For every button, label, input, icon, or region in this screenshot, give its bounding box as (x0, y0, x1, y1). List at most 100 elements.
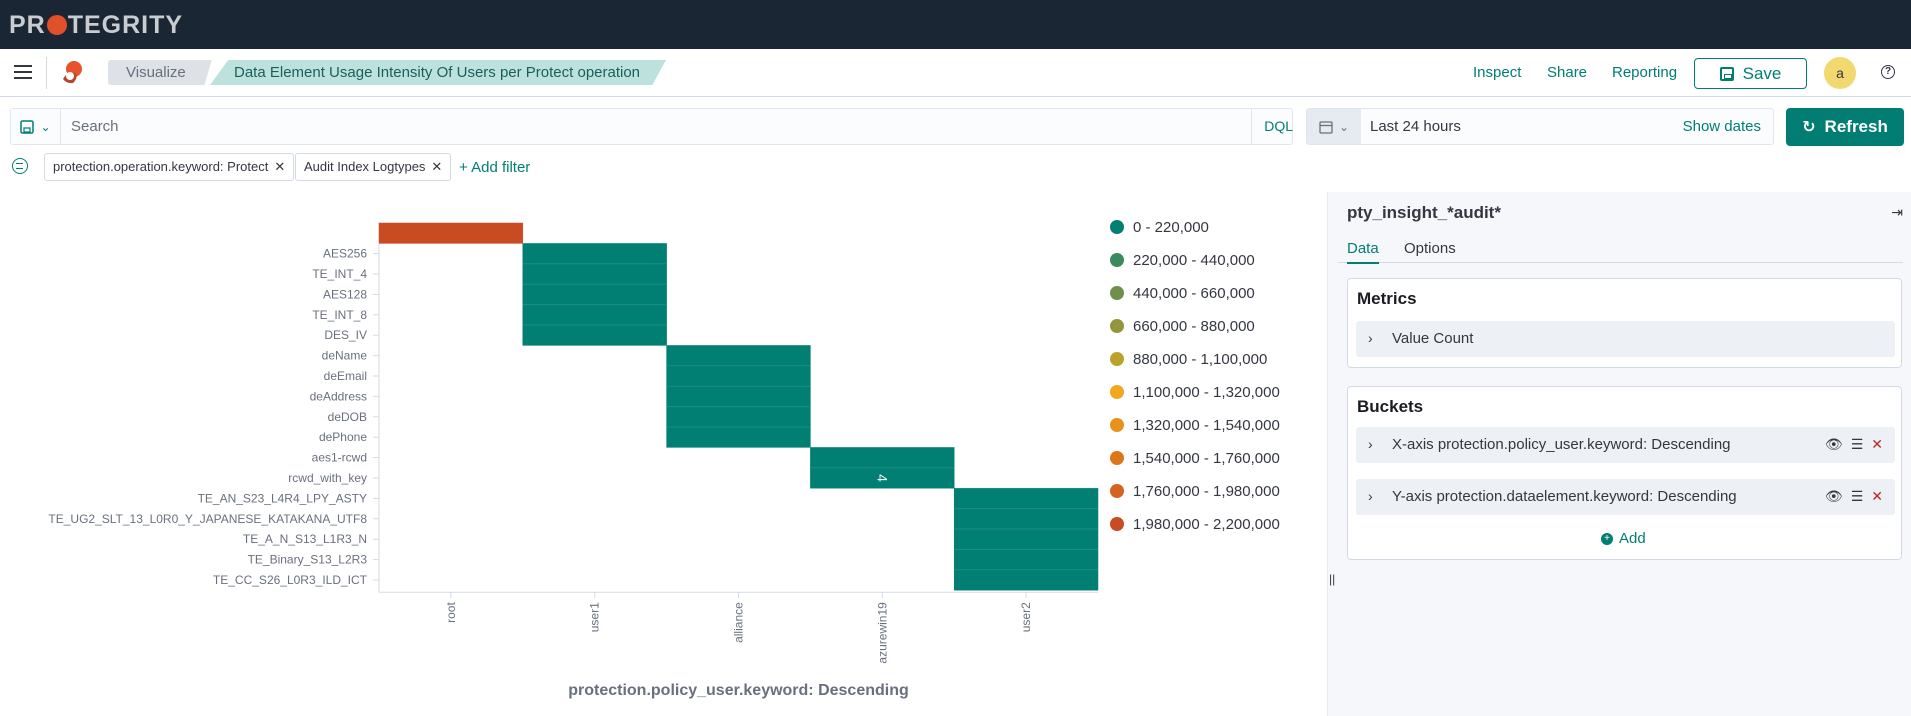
brand-logo[interactable]: PR TEGRITY (9, 11, 183, 40)
avatar[interactable]: a (1824, 57, 1856, 89)
remove-icon[interactable]: ✕ (1871, 488, 1883, 504)
heatmap-cell (953, 549, 1099, 571)
cell-data-label: 4 (874, 474, 890, 482)
x-tick-label: root (444, 602, 458, 623)
heatmap-chart: AES256 TE_INT_4 AES128 TE_INT_8 DES_IV deName… (48, 219, 1280, 699)
quick-menu-button[interactable]: ⌄ (1307, 109, 1361, 144)
query-language-button[interactable]: DQL (1251, 109, 1293, 144)
refresh-label: Refresh (1824, 117, 1888, 136)
eye-icon[interactable]: 👁 (1824, 436, 1843, 452)
search-input[interactable] (71, 116, 971, 136)
breadcrumb-visualize[interactable]: Visualize (108, 60, 212, 85)
tab-data[interactable]: Data (1347, 240, 1379, 264)
legend-swatch (1110, 352, 1124, 366)
metric-row[interactable]: › Value Count (1356, 321, 1895, 357)
y-tick-label: dePhone (319, 430, 367, 444)
reporting-link[interactable]: Reporting (1612, 64, 1678, 81)
eye-icon[interactable]: 👁 (1824, 488, 1843, 504)
legend-swatch (1110, 451, 1124, 465)
save-label: Save (1742, 63, 1782, 83)
legend-label: 220,000 - 440,000 (1133, 252, 1255, 269)
legend-swatch (1110, 517, 1124, 531)
chevron-right-icon[interactable]: › (1368, 436, 1373, 452)
bucket-actions: 👁 ☰ ✕ (1825, 488, 1883, 505)
app-navbar: Visualize Data Element Usage Intensity O… (0, 49, 1911, 97)
y-tick-label: TE_UG2_SLT_13_L0R0_Y_JAPANESE_KATAKANA_U… (48, 512, 367, 526)
legend-swatch (1110, 385, 1124, 399)
filter-bar: protection.operation.keyword: Protect ✕ A… (0, 150, 1911, 188)
y-tick-label: TE_A_N_S13_L1R3_N (243, 532, 367, 546)
tab-options[interactable]: Options (1404, 240, 1456, 257)
inspect-link[interactable]: Inspect (1473, 64, 1522, 81)
resize-handle[interactable]: || (1329, 572, 1336, 586)
heatmap-cell (666, 385, 811, 407)
saved-query-button[interactable]: ⌄ (11, 109, 61, 144)
close-icon[interactable]: ✕ (431, 159, 443, 174)
logo-text-start: PR (9, 11, 46, 39)
heatmap-cell (953, 569, 1099, 591)
remove-icon[interactable]: ✕ (1871, 436, 1883, 452)
close-icon[interactable]: ✕ (274, 159, 286, 174)
x-tick-label: alliance (732, 602, 746, 643)
add-bucket-button[interactable]: + Add (1601, 530, 1646, 547)
metric-label: Value Count (1392, 330, 1474, 347)
heatmap-cell (953, 487, 1099, 509)
index-pattern-title: pty_insight_*audit* (1347, 203, 1501, 222)
help-icon[interactable]: ? (1881, 65, 1895, 79)
sidebar-tabs: Data Options (1338, 240, 1903, 264)
x-tick-label: user1 (588, 602, 602, 632)
heatmap-cell (522, 304, 667, 326)
legend-swatch (1110, 418, 1124, 432)
menu-icon[interactable] (14, 65, 32, 79)
divider (46, 57, 47, 89)
y-tick-label: aes1-rcwd (312, 451, 367, 465)
legend-label: 1,980,000 - 2,200,000 (1133, 516, 1280, 533)
time-range[interactable]: Last 24 hours (1370, 118, 1461, 135)
chevron-down-icon: ⌄ (1338, 119, 1350, 134)
filter-menu-icon[interactable] (12, 158, 28, 174)
calendar-icon (1319, 120, 1333, 134)
bucket-row-y-axis[interactable]: › Y-axis protection.dataelement.keyword:… (1356, 479, 1895, 515)
save-icon (1719, 66, 1734, 81)
y-tick-label: rcwd_with_key (288, 471, 367, 485)
logo-o-icon (46, 15, 67, 35)
bucket-row-x-axis[interactable]: › X-axis protection.policy_user.keyword:… (1356, 427, 1895, 463)
refresh-button[interactable]: ↻ Refresh (1786, 108, 1904, 146)
x-tick-label: user2 (1019, 602, 1033, 632)
plus-icon: + (1601, 532, 1613, 545)
filter-pill-label: Audit Index Logtypes (304, 159, 426, 174)
heatmap-cell (666, 426, 811, 448)
y-tick-label: AES256 (323, 247, 367, 261)
drag-handle-icon[interactable]: ☰ (1850, 488, 1864, 504)
heatmap-cell (953, 528, 1099, 550)
heatmap-cell (522, 324, 667, 346)
save-button[interactable]: Save (1694, 58, 1807, 89)
legend-swatch (1110, 220, 1124, 234)
refresh-icon: ↻ (1802, 119, 1816, 136)
app-logo-icon[interactable] (59, 59, 85, 85)
chevron-right-icon[interactable]: › (1368, 488, 1373, 504)
drag-handle-icon[interactable]: ☰ (1850, 436, 1864, 452)
legend-label: 880,000 - 1,100,000 (1133, 351, 1267, 368)
show-dates-link[interactable]: Show dates (1682, 118, 1761, 135)
filter-pill[interactable]: Audit Index Logtypes ✕ (295, 153, 452, 181)
logo-text-end: TEGRITY (67, 11, 184, 39)
legend-swatch (1110, 253, 1124, 267)
heatmap-cell (810, 447, 955, 469)
breadcrumb-current: Data Element Usage Intensity Of Users pe… (210, 60, 667, 85)
collapse-sidebar-icon[interactable]: ⇥ (1891, 204, 1903, 220)
legend-label: 1,760,000 - 1,980,000 (1133, 483, 1280, 500)
chevron-right-icon[interactable]: › (1368, 330, 1373, 346)
chevron-down-icon: ⌄ (40, 119, 51, 134)
add-label: Add (1619, 530, 1646, 547)
share-link[interactable]: Share (1547, 64, 1588, 81)
legend-swatch (1110, 319, 1124, 333)
add-filter-link[interactable]: + Add filter (459, 159, 531, 176)
search-box: ⌄ DQL (10, 108, 1293, 145)
heatmap-cell (522, 283, 667, 305)
filter-pill[interactable]: protection.operation.keyword: Protect ✕ (44, 153, 295, 181)
legend-label: 0 - 220,000 (1133, 219, 1209, 236)
legend-label: 1,100,000 - 1,320,000 (1133, 384, 1280, 401)
editor-sidebar: pty_insight_*audit* ⇥ Data Options Metri… (1327, 192, 1911, 716)
heatmap-cell (522, 243, 667, 265)
